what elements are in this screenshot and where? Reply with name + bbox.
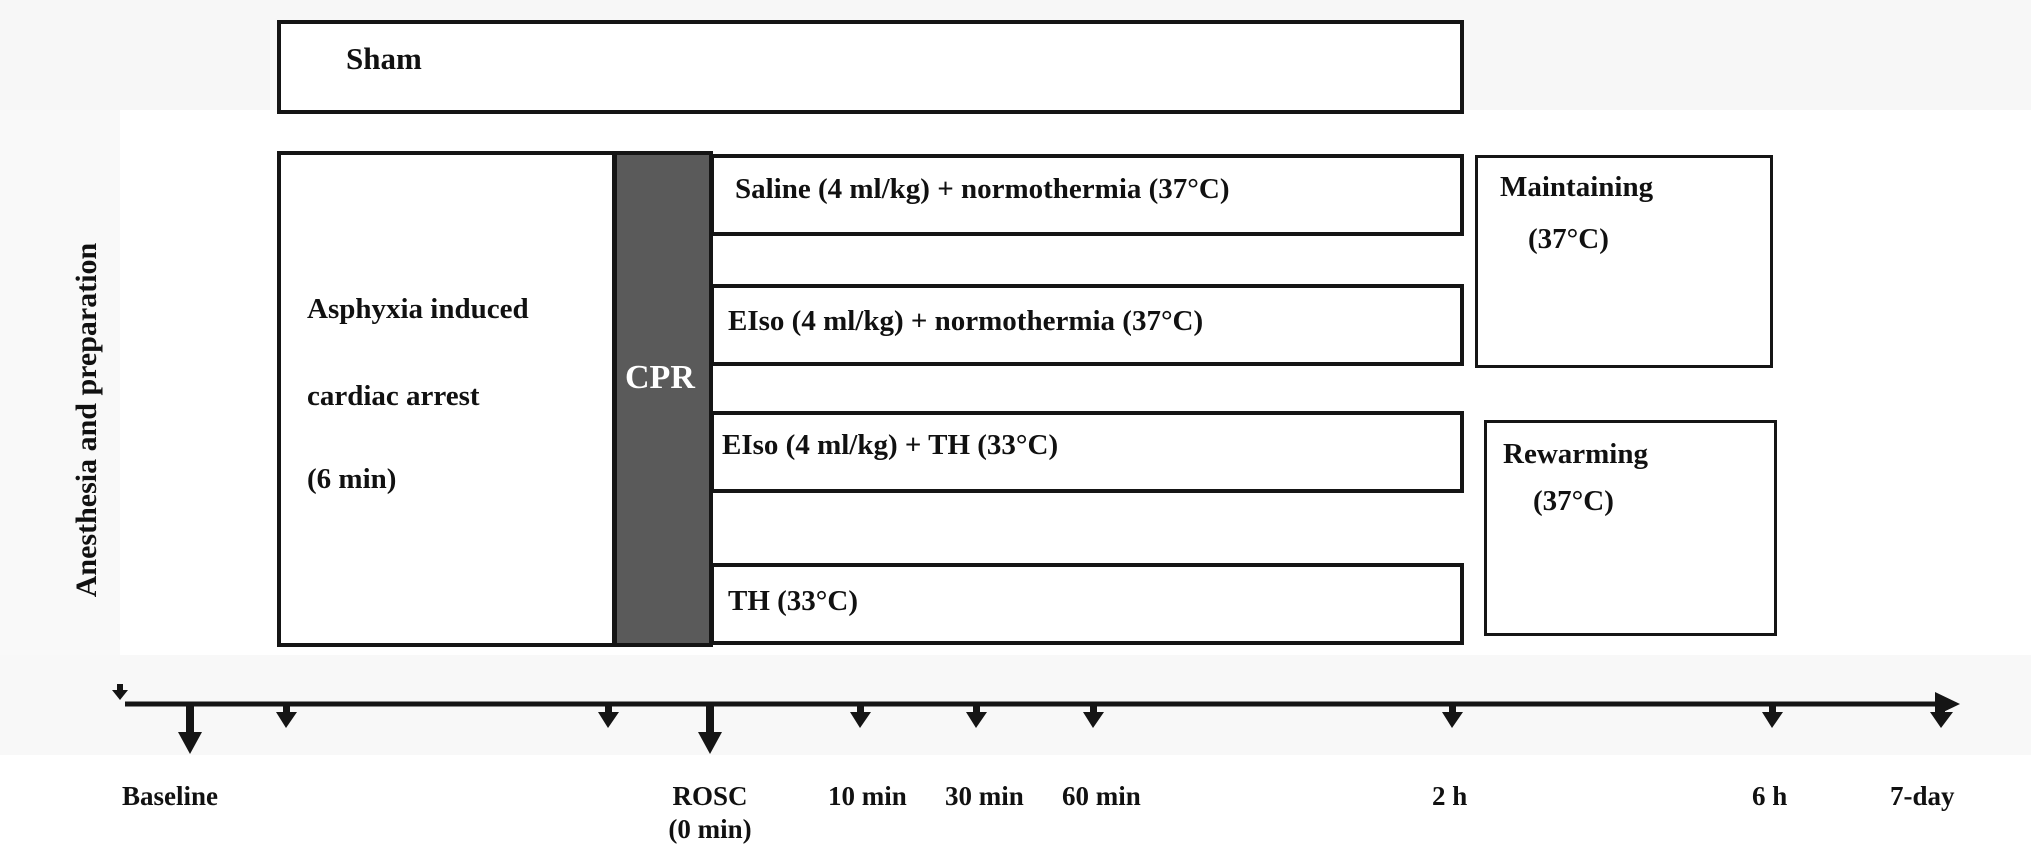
group-eiso-normothermia-box xyxy=(710,284,1464,366)
cpr-label: CPR xyxy=(625,359,695,396)
sham-box xyxy=(277,20,1464,114)
tick-label-rosc-line2: (0 min) xyxy=(668,814,752,844)
group-eiso-normothermia-label: EIso (4 ml/kg) + normothermia (37°C) xyxy=(728,305,1204,337)
t60-arrow xyxy=(1083,704,1104,728)
cpr-bar xyxy=(613,151,713,647)
tick-label-60min: 60 min xyxy=(1062,781,1141,811)
tick-label-baseline: Baseline xyxy=(122,781,219,811)
start-marker-arrow xyxy=(112,684,128,700)
maintaining-label-line2: (37°C) xyxy=(1528,223,1609,255)
tick-label-10min: 10 min xyxy=(828,781,907,811)
asphyxia-label-line3: (6 min) xyxy=(307,463,397,495)
asphyxia-label-line1: Asphyxia induced xyxy=(307,293,529,325)
rewarming-label-line2: (37°C) xyxy=(1533,485,1614,517)
t6h-arrow xyxy=(1762,704,1783,728)
group-eiso-th-label: EIso (4 ml/kg) + TH (33°C) xyxy=(722,429,1059,461)
baseline-arrow xyxy=(178,704,202,754)
asphyxia-label-line2: cardiac arrest xyxy=(307,380,480,412)
rosc-arrow xyxy=(698,704,722,754)
tick-label-2h: 2 h xyxy=(1432,781,1468,811)
t30-arrow xyxy=(966,704,987,728)
rewarming-label-line1: Rewarming xyxy=(1503,438,1648,470)
group-th-label: TH (33°C) xyxy=(728,585,859,617)
group-eiso-th-box xyxy=(710,411,1464,493)
tick-label-7day: 7-day xyxy=(1890,781,1955,811)
tick-label-rosc-line1: ROSC xyxy=(672,781,748,811)
group-th-box xyxy=(710,563,1464,645)
cpr-start-arrow xyxy=(598,704,619,728)
sham-label: Sham xyxy=(346,41,422,76)
asphyxia-start-arrow xyxy=(276,704,297,728)
tick-label-30min: 30 min xyxy=(945,781,1024,811)
group-saline-label: Saline (4 ml/kg) + normothermia (37°C) xyxy=(735,173,1230,205)
rewarming-box xyxy=(1484,420,1777,636)
t7d-arrow xyxy=(1930,704,1953,728)
group-saline-box xyxy=(710,154,1464,236)
tick-label-6h: 6 h xyxy=(1752,781,1788,811)
maintaining-box xyxy=(1475,155,1773,368)
asphyxia-box xyxy=(277,151,616,647)
t2h-arrow xyxy=(1442,704,1463,728)
maintaining-label-line1: Maintaining xyxy=(1500,171,1654,203)
t10-arrow xyxy=(850,704,871,728)
